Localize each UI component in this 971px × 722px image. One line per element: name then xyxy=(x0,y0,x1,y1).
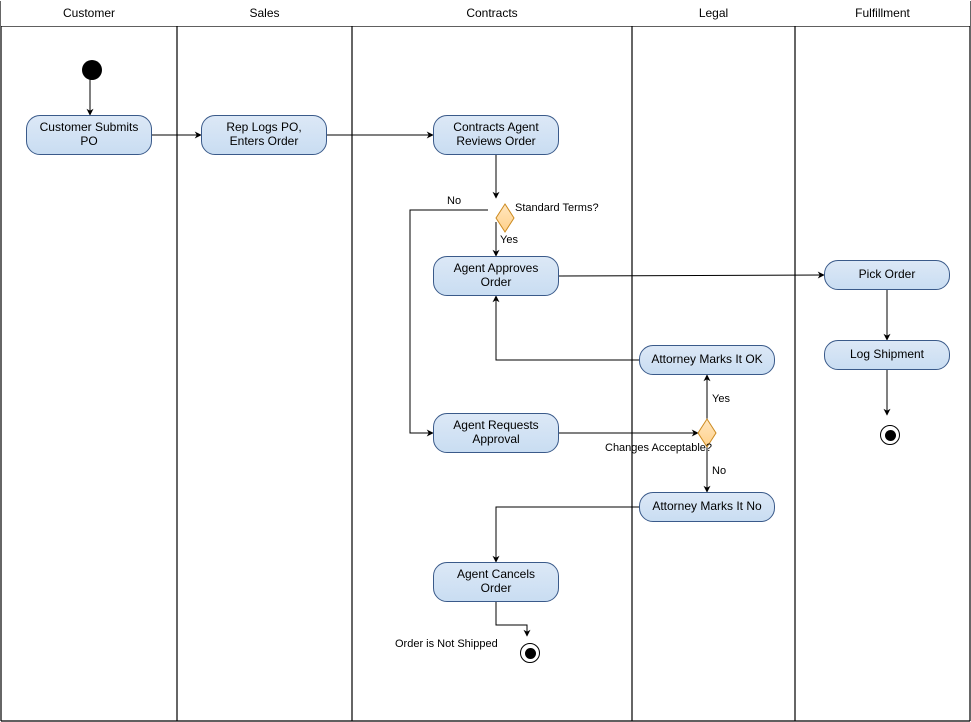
edge-label-e_req_dec2: Changes Acceptable? xyxy=(605,442,712,454)
end-label-not-shipped: Order is Not Shipped xyxy=(395,638,498,650)
activity-agent-cancels: Agent Cancels Order xyxy=(433,562,559,602)
edge-e_cancel_end xyxy=(496,602,527,636)
edge-label-e_dec1_no: No xyxy=(447,195,461,207)
lane-header-sales: Sales xyxy=(177,0,352,26)
activity-label: Attorney Marks It No xyxy=(652,500,761,514)
lane-header-legal: Legal xyxy=(632,0,795,26)
activity-label: Rep Logs PO, Enters Order xyxy=(208,121,320,149)
end-node-shipped xyxy=(880,425,900,445)
lane-label: Customer xyxy=(63,6,115,20)
activity-label: Pick Order xyxy=(859,268,916,282)
activity-pick-order: Pick Order xyxy=(824,260,950,290)
decisions-group xyxy=(496,204,716,447)
lane-header-customer: Customer xyxy=(1,0,177,26)
activity-contracts-reviews: Contracts Agent Reviews Order xyxy=(433,115,559,155)
lane-label: Fulfillment xyxy=(855,6,910,20)
end-node-notshipped xyxy=(520,643,540,663)
lane-label: Contracts xyxy=(466,6,517,20)
activity-label: Agent Cancels Order xyxy=(440,568,552,596)
activity-label: Agent Approves Order xyxy=(440,262,552,290)
activity-label: Log Shipment xyxy=(850,348,924,362)
activity-attorney-no: Attorney Marks It No xyxy=(639,492,775,522)
edge-e_appr_pick xyxy=(559,275,824,276)
activity-agent-requests: Agent Requests Approval xyxy=(433,413,559,453)
activity-rep-logs: Rep Logs PO, Enters Order xyxy=(201,115,327,155)
activity-label: Customer Submits PO xyxy=(33,121,145,149)
edge-e_dec1_no xyxy=(410,210,488,433)
activity-customer-submits: Customer Submits PO xyxy=(26,115,152,155)
edge-e_no_cancel xyxy=(496,507,639,562)
activity-label: Agent Requests Approval xyxy=(440,419,552,447)
swimlane-diagram: Customer Sales Contracts Legal Fulfillme… xyxy=(0,0,971,722)
edge-label-e_dec2_yes: Yes xyxy=(712,393,730,405)
start-node xyxy=(82,60,102,80)
edge-label-e_dec2_no: No xyxy=(712,465,726,477)
lane-header-contracts: Contracts xyxy=(352,0,632,26)
activity-label: Attorney Marks It OK xyxy=(651,353,762,367)
activity-label: Contracts Agent Reviews Order xyxy=(440,121,552,149)
edge-e_ok_approve xyxy=(496,296,639,360)
lane-label: Sales xyxy=(249,6,279,20)
lane-label: Legal xyxy=(699,6,728,20)
decision-label-standard-terms: Standard Terms? xyxy=(515,202,599,214)
activity-log-shipment: Log Shipment xyxy=(824,340,950,370)
activity-agent-approves: Agent Approves Order xyxy=(433,256,559,296)
edge-label-e_dec1_yes: Yes xyxy=(500,234,518,246)
activity-attorney-ok: Attorney Marks It OK xyxy=(639,345,775,375)
lane-header-fulfillment: Fulfillment xyxy=(795,0,970,26)
decision-dec_std_terms xyxy=(496,204,514,232)
